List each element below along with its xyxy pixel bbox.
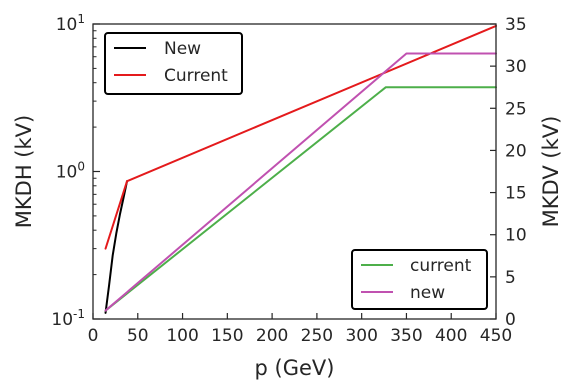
x-tick-label: 50 xyxy=(127,326,149,346)
right-tick-label: 35 xyxy=(505,15,527,35)
x-tick-label: 250 xyxy=(301,326,333,346)
series-line-current-right xyxy=(104,86,497,312)
legend-label-new-magenta: new xyxy=(410,283,445,303)
series-line-new-right xyxy=(104,52,497,312)
left-y-axis-label: MKDH (kV) xyxy=(12,115,36,228)
left-tick-label: 100 xyxy=(56,160,85,183)
series-layer xyxy=(104,24,497,314)
x-tick-label: 450 xyxy=(480,326,512,346)
x-tick-label: 0 xyxy=(88,326,99,346)
right-tick-label: 30 xyxy=(505,57,527,77)
right-tick-label: 20 xyxy=(505,141,527,161)
x-tick-label: 300 xyxy=(345,326,377,346)
right-tick-label: 5 xyxy=(505,268,516,288)
right-tick-label: 0 xyxy=(505,310,516,330)
x-axis-label: p (GeV) xyxy=(255,356,335,380)
x-tick-label: 100 xyxy=(166,326,198,346)
legend-top-left: New Current xyxy=(104,32,243,95)
right-y-axis-label: MKDV (kV) xyxy=(539,116,563,228)
legend-label-current-green: current xyxy=(410,256,472,276)
plot-frame xyxy=(92,23,497,320)
series-line-new-left xyxy=(104,180,129,314)
right-tick-label: 10 xyxy=(505,226,527,246)
legend-bottom-right: current new xyxy=(351,249,488,310)
series-line-current-left xyxy=(104,24,497,250)
left-tick-label: 10-1 xyxy=(51,307,85,330)
legend-label-new: New xyxy=(164,39,201,59)
left-tick-label: 101 xyxy=(56,12,85,35)
x-tick-label: 350 xyxy=(390,326,422,346)
x-tick-label: 200 xyxy=(256,326,288,346)
right-tick-label: 25 xyxy=(505,99,527,119)
right-tick-label: 15 xyxy=(505,184,527,204)
x-tick-label: 400 xyxy=(435,326,467,346)
legend-label-current-red: Current xyxy=(164,66,228,86)
x-tick-label: 150 xyxy=(211,326,243,346)
